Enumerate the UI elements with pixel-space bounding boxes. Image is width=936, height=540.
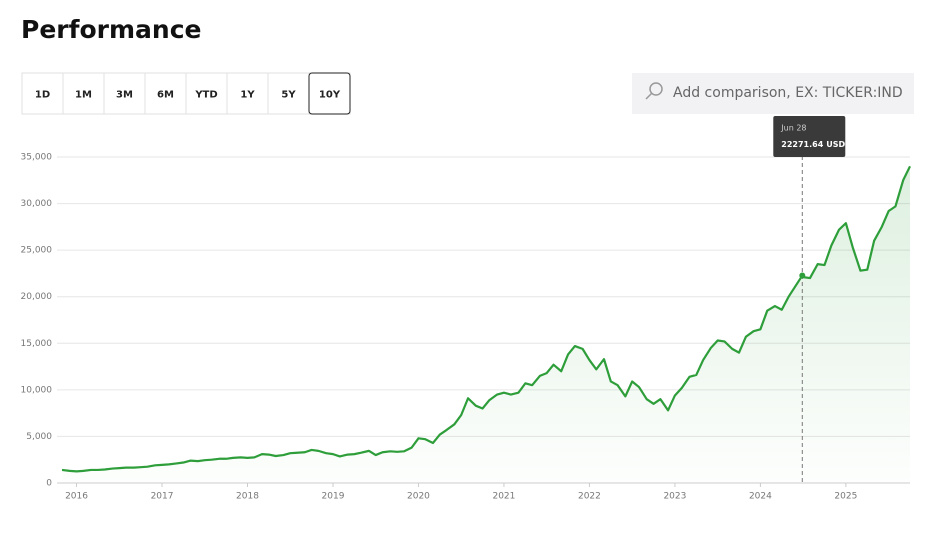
range-button-label[interactable]: 1D	[35, 90, 50, 101]
range-button-box[interactable]	[267, 72, 310, 115]
y-tick-label: 10,000	[21, 385, 53, 395]
range-button-label[interactable]: 1Y	[240, 90, 255, 101]
x-tick-label: 2018	[236, 492, 259, 502]
tooltip-number: 22271.64	[781, 140, 823, 149]
x-tick-label: 2023	[663, 492, 686, 502]
range-button-label[interactable]: 6M	[157, 90, 174, 101]
range-button[interactable]: YTD	[185, 72, 228, 115]
x-tick-label: 2021	[492, 492, 515, 502]
x-tick-label: 2016	[65, 492, 88, 502]
range-button[interactable]: 6M	[144, 72, 187, 115]
range-button[interactable]: 10Y	[308, 72, 351, 115]
x-tick-label: 2019	[322, 492, 345, 502]
x-tick-label: 2020	[407, 492, 430, 502]
range-button[interactable]: 1D	[21, 72, 64, 115]
range-button[interactable]: 5Y	[267, 72, 310, 115]
x-tick-label: 2022	[578, 492, 601, 502]
range-buttons: 1D 1M 3M 6M YTD 1Y 5Y 10Y	[21, 72, 351, 115]
search-box[interactable]	[632, 73, 914, 114]
tooltip-point	[799, 272, 806, 279]
range-button-label[interactable]: 3M	[116, 90, 133, 101]
y-tick-label: 20,000	[21, 292, 53, 302]
price-line	[61, 165, 911, 473]
range-button[interactable]: 3M	[103, 72, 146, 115]
y-tick-label: 30,000	[21, 199, 53, 209]
comparison-search[interactable]: Add comparison, EX: TICKER:IND	[632, 73, 914, 114]
area-fill	[62, 166, 910, 483]
x-tick-label: 2017	[151, 492, 174, 502]
range-button[interactable]: 1Y	[226, 72, 269, 115]
search-placeholder: Add comparison, EX: TICKER:IND	[673, 85, 903, 101]
y-tick-label: 25,000	[21, 246, 53, 256]
tooltip-unit: USD	[826, 140, 845, 149]
search-icon	[649, 82, 663, 96]
x-tick-label: 2024	[749, 492, 772, 502]
search-icon-handle	[645, 92, 653, 100]
range-button-box[interactable]	[21, 72, 64, 115]
range-button[interactable]: 1M	[62, 72, 105, 115]
range-button-label[interactable]: YTD	[194, 90, 217, 101]
range-button-box[interactable]	[308, 72, 351, 115]
y-tick-label: 5,000	[26, 432, 52, 442]
tooltip-value: 22271.64 USD	[781, 140, 845, 149]
chart: 0 5,000 10,000 15,000 20,000 25,000 30,000 35,0…	[21, 116, 911, 502]
y-tick-label: 35,000	[21, 153, 53, 163]
y-tick-label: 0	[46, 479, 52, 489]
tooltip-box	[773, 116, 846, 157]
tooltip-date: Jun 28	[780, 124, 806, 133]
page-title: Performance	[21, 15, 201, 44]
range-button-label[interactable]: 1M	[75, 90, 92, 101]
y-tick-label: 15,000	[21, 339, 53, 349]
x-tick-label: 2025	[834, 492, 857, 502]
range-button-label[interactable]: 10Y	[319, 90, 341, 101]
range-button-label[interactable]: 5Y	[281, 90, 296, 101]
